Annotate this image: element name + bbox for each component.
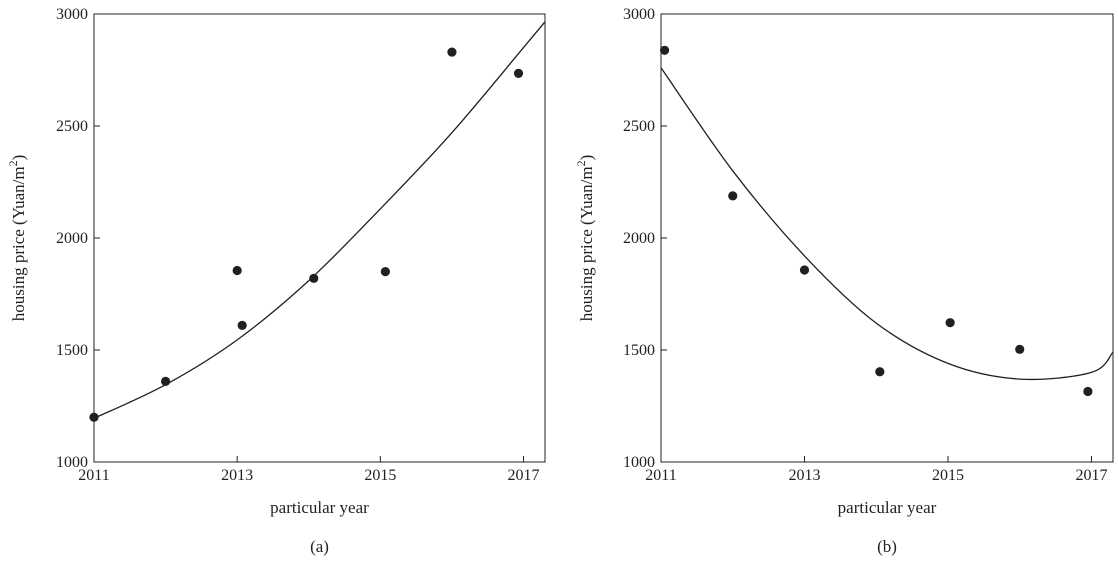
data-point xyxy=(799,265,810,275)
x-tick-label: 2017 xyxy=(1075,467,1107,484)
plot-frame xyxy=(93,13,546,463)
y-tick-label: 1000 xyxy=(623,454,655,471)
y-tick-label: 1000 xyxy=(56,454,88,471)
data-point xyxy=(728,191,738,201)
data-point xyxy=(659,45,670,55)
y-tick-label: 2000 xyxy=(623,230,655,247)
y-tick-label: 1500 xyxy=(56,342,88,359)
y-tick-label: 1500 xyxy=(623,342,655,359)
panel-caption: (a) xyxy=(310,537,329,556)
data-point xyxy=(875,367,885,377)
data-point xyxy=(232,265,242,276)
y-axis-title-superscript: 2 xyxy=(6,160,20,166)
data-point xyxy=(309,273,319,283)
panel-caption: (b) xyxy=(877,537,897,556)
x-tick-label: 2011 xyxy=(645,467,676,484)
y-axis-title-superscript: 2 xyxy=(574,160,588,166)
x-axis-title: particular year xyxy=(838,498,937,517)
y-tick-label: 2500 xyxy=(56,118,88,135)
chart-panel-a: 2011 2013 2015 2017 1000 1500 2000 2500 3000 part… xyxy=(6,6,546,556)
data-point xyxy=(380,267,390,277)
y-axis-title-text: housing price (Yuan/m xyxy=(577,166,596,321)
data-point xyxy=(160,376,171,386)
x-tick-label: 2015 xyxy=(364,467,396,484)
data-point xyxy=(89,412,99,422)
y-axis-title: housing price (Yuan/m2) xyxy=(574,155,596,322)
data-point xyxy=(945,318,955,328)
y-axis-title: housing price (Yuan/m2) xyxy=(6,155,28,322)
fit-curve xyxy=(93,21,546,419)
data-point xyxy=(513,68,524,78)
x-tick-label: 2013 xyxy=(788,467,820,484)
x-tick-label: 2015 xyxy=(932,467,964,484)
data-point xyxy=(237,320,247,330)
y-tick-label: 3000 xyxy=(56,6,88,23)
x-tick-label: 2017 xyxy=(508,467,540,484)
x-tick-label: 2013 xyxy=(221,467,253,484)
y-axis-title-suffix: ) xyxy=(9,155,28,161)
y-axis-title-text: housing price (Yuan/m xyxy=(9,166,28,321)
data-point xyxy=(1083,386,1093,397)
x-axis-title: particular year xyxy=(270,498,369,517)
plot-frame xyxy=(660,13,1114,463)
y-tick-label: 2500 xyxy=(623,118,655,135)
chart-panel-b: 2011 2013 2015 2017 1000 1500 2000 2500 3000 part… xyxy=(574,6,1114,556)
fit-curve xyxy=(660,67,1114,381)
data-point xyxy=(447,47,457,57)
x-tick-label: 2011 xyxy=(78,467,109,484)
data-point xyxy=(1015,344,1025,354)
y-axis-title-suffix: ) xyxy=(577,155,596,161)
y-tick-label: 3000 xyxy=(623,6,655,23)
y-tick-label: 2000 xyxy=(56,230,88,247)
